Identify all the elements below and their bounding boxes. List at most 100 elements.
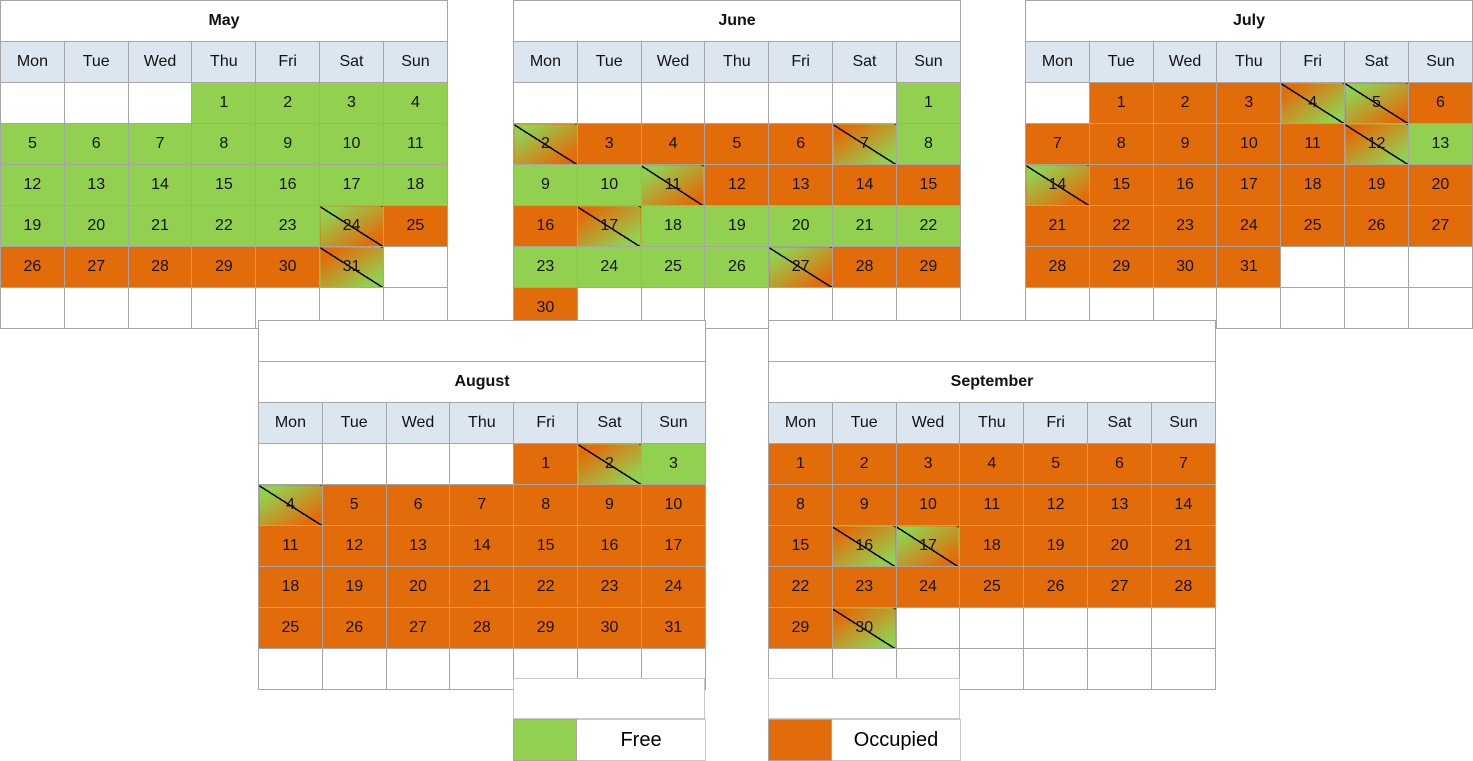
day-cell: 5	[1023, 443, 1089, 485]
day-cell: 16	[831, 525, 897, 567]
day-cell: 22	[768, 566, 833, 608]
day-cell: 16	[577, 525, 642, 567]
day-cell: 29	[513, 607, 579, 649]
day-cell: 10	[576, 164, 642, 206]
day-cell: 16	[255, 164, 321, 206]
month-table: July Mon Tue Wed Thu Fri Sat Sun 1 2 3 4 5 6 7 8 9 10 11 12…	[1025, 0, 1473, 329]
weekday-header-mon: Mon	[258, 402, 323, 444]
day-cell: 14	[832, 164, 897, 206]
day-cell: 12	[1344, 123, 1409, 165]
day-cell: 29	[1088, 246, 1154, 288]
weekday-header-thu: Thu	[449, 402, 515, 444]
weekday-header-wed: Wed	[385, 402, 451, 444]
weekday-header-fri: Fri	[255, 41, 321, 83]
day-cell: 7	[1150, 443, 1217, 485]
empty-cell	[1023, 648, 1089, 690]
day-cell: 14	[127, 164, 193, 206]
day-cell: 2	[831, 443, 897, 485]
day-cell: 11	[258, 525, 323, 567]
day-cell: 25	[258, 607, 323, 649]
day-cell: 23	[255, 205, 321, 247]
day-cell: 27	[768, 246, 834, 288]
weekday-header-thu: Thu	[1216, 41, 1282, 83]
day-cell: 2	[1152, 82, 1218, 124]
day-cell: 21	[1025, 205, 1090, 247]
day-cell: 26	[0, 246, 65, 288]
day-cell: 24	[1216, 205, 1282, 247]
day-cell: 5	[1344, 82, 1409, 124]
day-cell: 17	[576, 205, 642, 247]
empty-cell	[0, 82, 65, 124]
weekday-header-fri: Fri	[513, 402, 579, 444]
empty-cell	[1025, 82, 1090, 124]
weekday-header-tue: Tue	[321, 402, 387, 444]
day-cell: 16	[1152, 164, 1218, 206]
day-cell: 29	[895, 246, 962, 288]
day-cell: 14	[449, 525, 515, 567]
day-cell: 8	[768, 484, 833, 526]
weekday-header-sat: Sat	[319, 41, 384, 83]
day-cell: 3	[319, 82, 384, 124]
day-cell: 13	[768, 164, 834, 206]
empty-cell	[704, 287, 770, 329]
weekday-header-wed: Wed	[640, 41, 706, 83]
day-cell: 31	[1216, 246, 1282, 288]
month-may: May Mon Tue Wed Thu Fri Sat Sun 1 2 3 4 5 6 7 8 9 10 11 12 1…	[0, 0, 449, 329]
day-cell: 11	[640, 164, 706, 206]
legend-spacer-occupied	[768, 678, 960, 719]
day-cell: 10	[1216, 123, 1282, 165]
day-cell: 27	[385, 607, 451, 649]
month-table: September Mon Tue Wed Thu Fri Sat Sun 1 2 3 4 5 6 7 8 9 1…	[768, 320, 1217, 690]
empty-cell	[321, 648, 387, 690]
day-cell: 12	[321, 525, 387, 567]
day-cell: 18	[382, 164, 449, 206]
day-cell: 11	[382, 123, 449, 165]
day-cell: 6	[385, 484, 451, 526]
empty-cell	[449, 443, 515, 485]
day-cell: 23	[1152, 205, 1218, 247]
day-cell: 20	[768, 205, 834, 247]
day-cell: 28	[127, 246, 193, 288]
day-cell: 8	[513, 484, 579, 526]
weekday-header-sun: Sun	[640, 402, 707, 444]
day-cell: 29	[191, 246, 257, 288]
weekday-header-wed: Wed	[127, 41, 193, 83]
day-cell: 26	[321, 607, 387, 649]
day-cell: 29	[768, 607, 833, 649]
day-cell: 24	[640, 566, 707, 608]
empty-cell	[1280, 246, 1346, 288]
day-cell: 28	[832, 246, 897, 288]
day-cell: 7	[449, 484, 515, 526]
day-cell: 9	[513, 164, 578, 206]
day-cell: 5	[321, 484, 387, 526]
day-cell: 19	[0, 205, 65, 247]
day-cell: 18	[959, 525, 1025, 567]
day-cell: 31	[319, 246, 384, 288]
day-cell: 9	[1152, 123, 1218, 165]
weekday-header-sun: Sun	[1407, 41, 1473, 83]
day-cell: 24	[576, 246, 642, 288]
day-cell: 25	[382, 205, 449, 247]
day-cell: 4	[258, 484, 323, 526]
day-cell: 4	[640, 123, 706, 165]
day-cell: 28	[1025, 246, 1090, 288]
day-cell: 8	[1088, 123, 1154, 165]
empty-cell	[127, 82, 193, 124]
month-title: July	[1025, 0, 1473, 42]
legend-free-swatch	[513, 719, 577, 761]
month-june: June Mon Tue Wed Thu Fri Sat Sun 1 2 3 4 5 6 7 8 9 10 11 12…	[513, 0, 962, 329]
empty-cell	[382, 246, 449, 288]
day-cell: 1	[768, 443, 833, 485]
weekday-header-wed: Wed	[1152, 41, 1218, 83]
day-cell: 8	[895, 123, 962, 165]
day-cell: 27	[1407, 205, 1473, 247]
month-table: August Mon Tue Wed Thu Fri Sat Sun 1 2 3 4 5 6 7 8 9 10 11…	[258, 320, 707, 690]
weekday-header-sun: Sun	[382, 41, 449, 83]
day-cell: 21	[832, 205, 897, 247]
day-cell: 26	[1023, 566, 1089, 608]
spacer-row	[258, 320, 706, 362]
day-cell: 7	[1025, 123, 1090, 165]
day-cell: 6	[768, 123, 834, 165]
weekday-header-thu: Thu	[191, 41, 257, 83]
month-table: May Mon Tue Wed Thu Fri Sat Sun 1 2 3 4 5 6 7 8 9 10 11 12 1…	[0, 0, 449, 329]
